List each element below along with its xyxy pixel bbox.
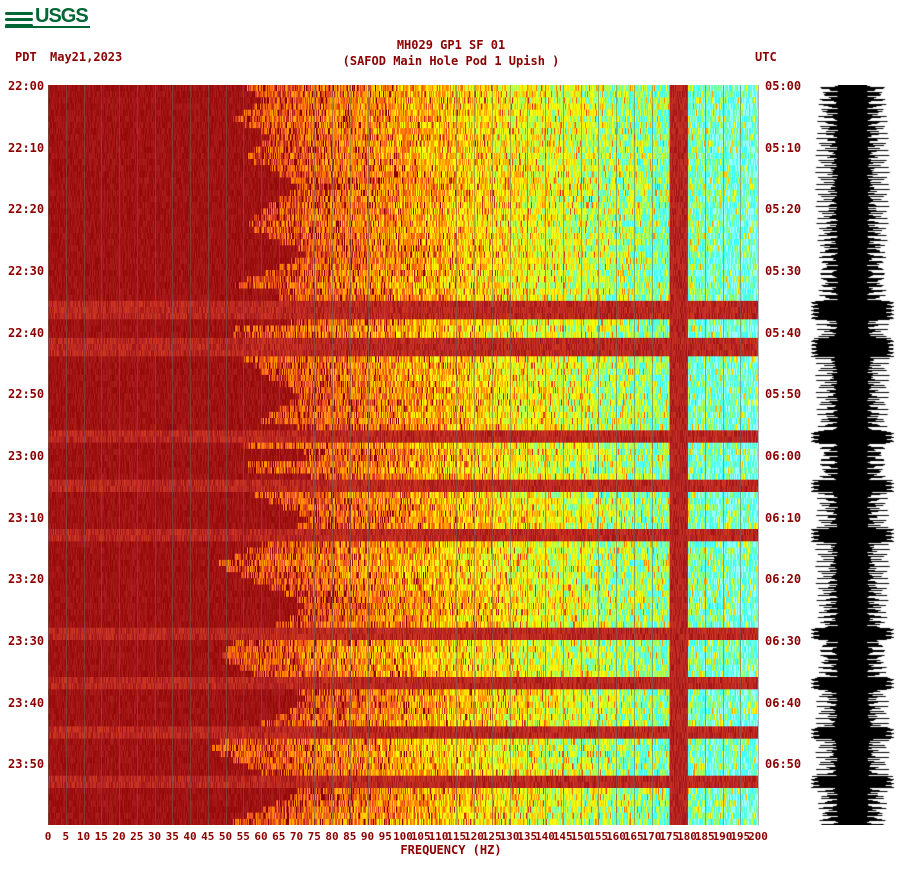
y-left-tick: 23:20 xyxy=(8,572,44,586)
y-right-tick: 05:10 xyxy=(765,141,801,155)
y-left-tick: 23:40 xyxy=(8,696,44,710)
y-left-tick: 23:50 xyxy=(8,757,44,771)
y-right-tick: 05:40 xyxy=(765,326,801,340)
usgs-logo: USGS xyxy=(5,5,88,28)
x-tick: 60 xyxy=(254,830,267,843)
y-right-tick: 05:30 xyxy=(765,264,801,278)
date-label: May21,2023 xyxy=(50,50,122,64)
y-left-tick: 22:40 xyxy=(8,326,44,340)
x-tick: 65 xyxy=(272,830,285,843)
y-left-tick: 22:20 xyxy=(8,202,44,216)
y-left-tick: 22:30 xyxy=(8,264,44,278)
usgs-underline xyxy=(5,26,90,28)
x-tick: 90 xyxy=(361,830,374,843)
x-tick: 40 xyxy=(183,830,196,843)
x-tick: 10 xyxy=(77,830,90,843)
x-tick: 50 xyxy=(219,830,232,843)
y-left-tick: 22:00 xyxy=(8,79,44,93)
y-right-tick: 06:40 xyxy=(765,696,801,710)
spectrogram-canvas xyxy=(48,85,758,825)
utc-label: UTC xyxy=(755,50,777,64)
pdt-label: PDT xyxy=(15,50,37,64)
y-right-tick: 05:00 xyxy=(765,79,801,93)
x-tick: 75 xyxy=(308,830,321,843)
y-left-tick: 23:00 xyxy=(8,449,44,463)
spectrogram-plot xyxy=(48,85,758,825)
x-tick: 95 xyxy=(379,830,392,843)
y-left-tick: 23:30 xyxy=(8,634,44,648)
usgs-text: USGS xyxy=(35,5,88,28)
y-left-tick: 23:10 xyxy=(8,511,44,525)
x-tick: 25 xyxy=(130,830,143,843)
x-tick: 80 xyxy=(325,830,338,843)
y-right-tick: 06:50 xyxy=(765,757,801,771)
x-tick: 0 xyxy=(45,830,52,843)
x-tick: 35 xyxy=(166,830,179,843)
waveform-canvas xyxy=(810,85,895,825)
x-tick: 70 xyxy=(290,830,303,843)
y-right-tick: 05:50 xyxy=(765,387,801,401)
x-tick: 15 xyxy=(95,830,108,843)
x-tick: 55 xyxy=(237,830,250,843)
y-right-tick: 06:00 xyxy=(765,449,801,463)
y-right-tick: 06:10 xyxy=(765,511,801,525)
waveform-plot xyxy=(810,85,895,825)
y-left-tick: 22:10 xyxy=(8,141,44,155)
x-tick: 20 xyxy=(112,830,125,843)
x-axis-label: FREQUENCY (HZ) xyxy=(400,843,501,857)
x-tick: 200 xyxy=(748,830,768,843)
x-tick: 30 xyxy=(148,830,161,843)
y-right-tick: 06:30 xyxy=(765,634,801,648)
y-right-tick: 06:20 xyxy=(765,572,801,586)
y-right-tick: 05:20 xyxy=(765,202,801,216)
x-tick: 5 xyxy=(62,830,69,843)
y-left-tick: 22:50 xyxy=(8,387,44,401)
x-tick: 45 xyxy=(201,830,214,843)
x-tick: 85 xyxy=(343,830,356,843)
